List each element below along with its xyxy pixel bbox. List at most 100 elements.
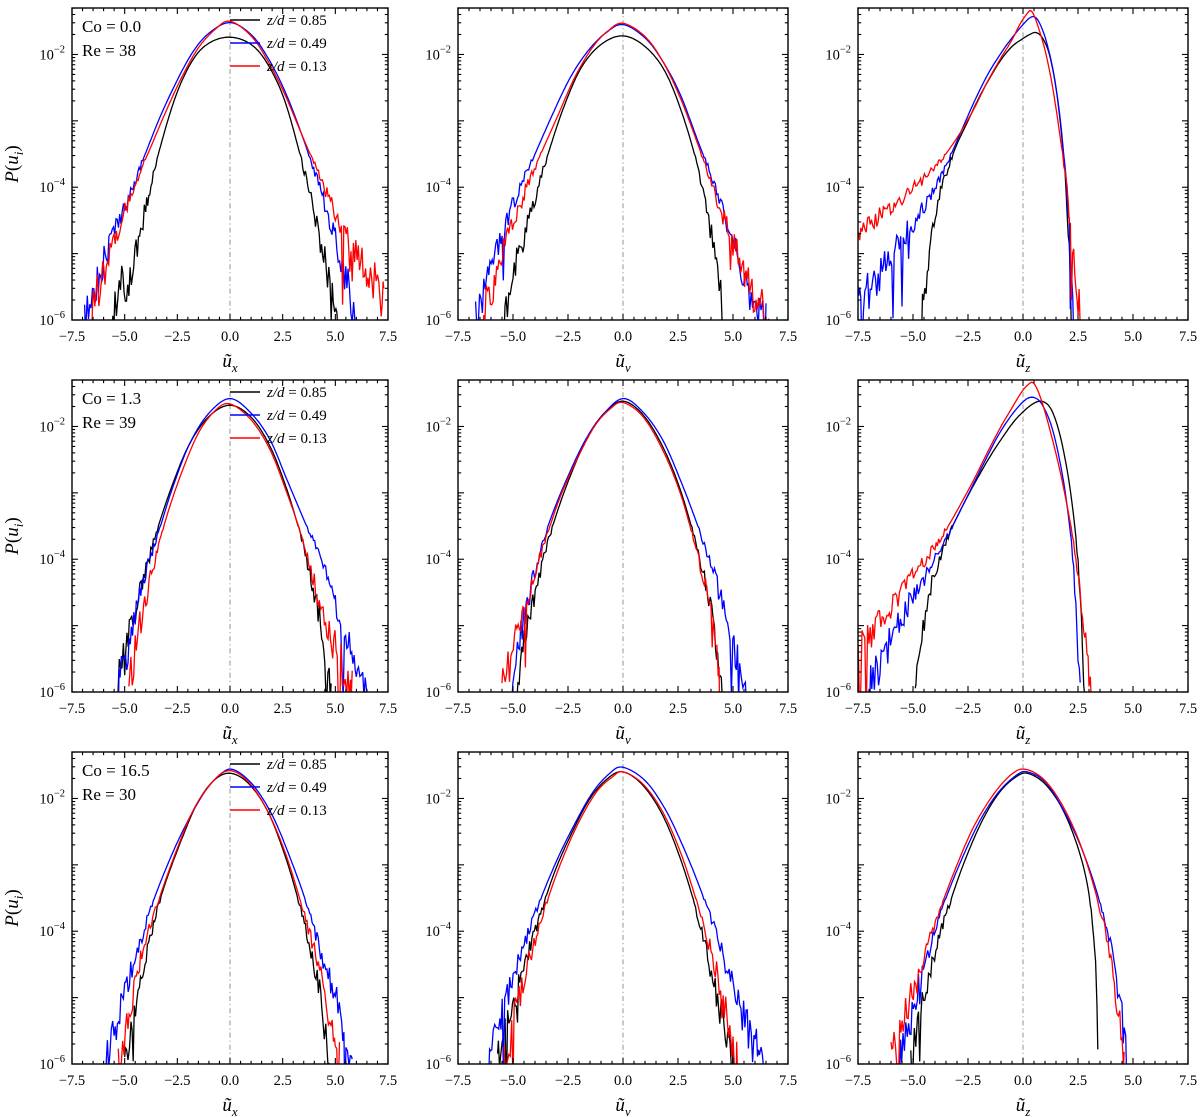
axis-ticks xyxy=(857,379,1189,693)
pdf-curve-2 xyxy=(503,771,738,1064)
legend-label: z/d = 0.49 xyxy=(266,36,327,52)
legend-label: z/d = 0.85 xyxy=(266,13,327,29)
x-axis-label: ũy xyxy=(615,1095,631,1116)
pdf-curve-1 xyxy=(511,397,747,692)
axis-ticks xyxy=(857,751,1189,1065)
axis-ticks xyxy=(71,751,389,1065)
x-tick-label: 5.0 xyxy=(724,1073,742,1089)
x-tick-label: 0.0 xyxy=(1014,701,1032,717)
x-tick-label: 5.0 xyxy=(724,329,742,345)
y-tick-label: 10−4 xyxy=(425,549,451,568)
pdf-curve-1 xyxy=(899,770,1128,1064)
y-tick-label: 10−2 xyxy=(425,44,451,63)
x-tick-label: −5.0 xyxy=(112,329,138,345)
subplot-svg: −7.5 −5.0 −2.5 0.0 2.5 5.0 7.5 10−2 10−4 10−6 ũz xyxy=(825,7,1197,372)
x-tick-label: −5.0 xyxy=(112,701,138,717)
pdf-curve-2 xyxy=(858,10,1081,320)
subplot-svg: −7.5 −5.0 −2.5 0.0 2.5 5.0 7.5 10−2 10−4 10−6 ũx P(… xyxy=(2,7,397,372)
x-tick-label: 7.5 xyxy=(1179,1073,1197,1089)
y-tick-label: 10−2 xyxy=(825,416,851,435)
x-tick-label: 5.0 xyxy=(326,329,344,345)
y-axis-label: P(ui) xyxy=(2,889,26,927)
x-tick-label: 5.0 xyxy=(326,1073,344,1089)
x-axis-label: ũx xyxy=(222,1095,238,1116)
subplot-r2c1: −7.5 −5.0 −2.5 0.0 2.5 5.0 7.5 10−2 10−4 10−6 ũy xyxy=(400,744,800,1116)
x-tick-label: −7.5 xyxy=(59,701,85,717)
y-tick-label: 10−6 xyxy=(825,310,851,329)
x-tick-label: −2.5 xyxy=(555,329,581,345)
y-tick-label: 10−2 xyxy=(39,44,65,63)
x-tick-label: −2.5 xyxy=(164,329,190,345)
x-tick-label: −5.0 xyxy=(900,701,926,717)
y-tick-label: 10−2 xyxy=(425,416,451,435)
y-tick-label: 10−4 xyxy=(39,921,65,940)
y-tick-label: 10−4 xyxy=(825,549,851,568)
subplot-svg: −7.5 −5.0 −2.5 0.0 2.5 5.0 7.5 10−2 10−4 10−6 ũx P(… xyxy=(2,379,397,744)
y-tick-label: 10−6 xyxy=(425,1054,451,1073)
x-axis-label: ũx xyxy=(222,723,238,744)
x-tick-label: −2.5 xyxy=(955,1073,981,1089)
x-tick-label: −7.5 xyxy=(845,701,871,717)
axis-ticks xyxy=(457,7,789,321)
x-tick-label: 7.5 xyxy=(779,701,797,717)
x-tick-label: 5.0 xyxy=(1124,701,1142,717)
x-tick-label: 2.5 xyxy=(1069,701,1087,717)
subplot-svg: −7.5 −5.0 −2.5 0.0 2.5 5.0 7.5 10−2 10−4 10−6 ũz xyxy=(825,379,1197,744)
subplot-r0c0: −7.5 −5.0 −2.5 0.0 2.5 5.0 7.5 10−2 10−4 10−6 ũx P(… xyxy=(0,0,400,372)
y-tick-label: 10−4 xyxy=(39,177,65,196)
axis-ticks xyxy=(71,379,389,693)
y-tick-label: 10−4 xyxy=(425,921,451,940)
x-tick-label: −5.0 xyxy=(500,701,526,717)
x-tick-label: 5.0 xyxy=(724,701,742,717)
legend-label: z/d = 0.13 xyxy=(266,431,327,447)
x-tick-label: 0.0 xyxy=(614,329,632,345)
subplot-svg: −7.5 −5.0 −2.5 0.0 2.5 5.0 7.5 10−2 10−4 10−6 ũy xyxy=(425,379,797,744)
x-tick-label: 0.0 xyxy=(614,701,632,717)
x-tick-label: 2.5 xyxy=(669,701,687,717)
pdf-curve-0 xyxy=(503,35,723,320)
y-tick-label: 10−2 xyxy=(425,788,451,807)
y-tick-label: 10−6 xyxy=(39,1054,65,1073)
subplot-svg: −7.5 −5.0 −2.5 0.0 2.5 5.0 7.5 10−2 10−4 10−6 ũy xyxy=(425,7,797,372)
pdf-curve-2 xyxy=(858,381,1092,692)
x-tick-label: 2.5 xyxy=(274,701,292,717)
x-tick-label: 0.0 xyxy=(221,1073,239,1089)
legend-label: z/d = 0.49 xyxy=(266,780,327,796)
pdf-curve-0 xyxy=(496,771,734,1064)
subplot-r0c2: −7.5 −5.0 −2.5 0.0 2.5 5.0 7.5 10−2 10−4 10−6 ũz xyxy=(800,0,1200,372)
pdf-curve-0 xyxy=(910,772,1099,1064)
x-tick-label: −7.5 xyxy=(59,329,85,345)
y-tick-label: 10−6 xyxy=(39,682,65,701)
legend-label: z/d = 0.49 xyxy=(266,408,327,424)
y-axis-label: P(ui) xyxy=(2,517,26,555)
y-axis-label: P(ui) xyxy=(2,145,26,183)
x-tick-label: 5.0 xyxy=(1124,1073,1142,1089)
x-axis-label: ũy xyxy=(615,723,631,744)
x-tick-label: −2.5 xyxy=(555,1073,581,1089)
x-tick-label: −7.5 xyxy=(59,1073,85,1089)
legend-label: z/d = 0.85 xyxy=(266,385,327,401)
legend-label: z/d = 0.13 xyxy=(266,803,327,819)
x-tick-label: 2.5 xyxy=(274,1073,292,1089)
x-tick-label: 7.5 xyxy=(379,701,397,717)
x-tick-label: 5.0 xyxy=(326,701,344,717)
pdf-curve-0 xyxy=(117,404,332,692)
corner-annotation: Co = 1.3 xyxy=(82,389,141,408)
x-tick-label: −5.0 xyxy=(112,1073,138,1089)
x-tick-label: 5.0 xyxy=(1124,329,1142,345)
x-tick-label: −7.5 xyxy=(845,1073,871,1089)
x-tick-label: −7.5 xyxy=(445,329,471,345)
pdf-curve-1 xyxy=(474,23,767,320)
y-tick-label: 10−4 xyxy=(825,921,851,940)
x-tick-label: 7.5 xyxy=(1179,329,1197,345)
x-tick-label: 0.0 xyxy=(1014,1073,1032,1089)
x-tick-label: 0.0 xyxy=(614,1073,632,1089)
pdf-curve-0 xyxy=(514,400,723,692)
y-tick-label: 10−6 xyxy=(425,310,451,329)
legend-label: z/d = 0.13 xyxy=(266,59,327,75)
axis-ticks xyxy=(457,751,789,1065)
x-tick-label: −2.5 xyxy=(955,701,981,717)
y-tick-label: 10−4 xyxy=(39,549,65,568)
x-tick-label: 0.0 xyxy=(1014,329,1032,345)
pdf-curve-0 xyxy=(124,772,330,1064)
